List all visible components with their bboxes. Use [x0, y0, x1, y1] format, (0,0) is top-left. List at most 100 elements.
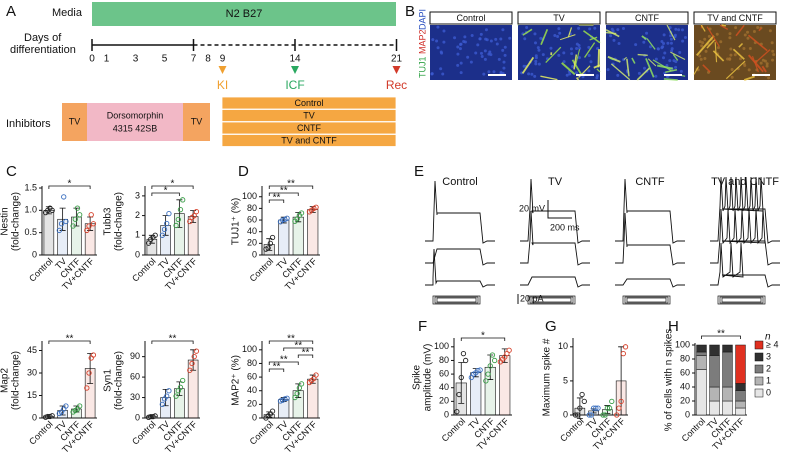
image-header: [517, 11, 601, 25]
day-label: 9: [220, 54, 226, 65]
data-point: [49, 413, 55, 419]
nucleus: [609, 34, 613, 38]
nucleus: [466, 55, 470, 59]
stacked-bar-segment: [696, 369, 707, 416]
data-point: [63, 403, 69, 409]
x-tick-label: Control: [558, 416, 586, 444]
legend-swatch: [754, 388, 764, 398]
y-tick-label: 60: [247, 371, 257, 381]
data-point: [298, 210, 305, 216]
y-tick-label: 10: [558, 341, 568, 351]
data-point: [159, 232, 165, 238]
significance-bracket: [151, 340, 194, 344]
nucleus: [508, 36, 512, 40]
nucleus: [525, 25, 529, 29]
nucleus: [556, 35, 560, 39]
nucleus: [503, 45, 507, 49]
data-point: [177, 207, 184, 213]
significance-label: **: [169, 334, 177, 345]
x-tick-label: Control: [130, 256, 158, 284]
y-tick-label: 15: [27, 390, 37, 400]
data-point: [180, 197, 186, 203]
stacked-bar-segment: [735, 383, 746, 391]
data-point: [173, 222, 179, 229]
neurite: [540, 29, 549, 45]
data-point: [588, 412, 595, 418]
nucleus: [562, 60, 566, 64]
legend-label: 1: [766, 375, 771, 385]
condition-label: Control: [294, 98, 323, 108]
data-point: [88, 212, 94, 218]
data-point: [294, 390, 300, 397]
stacked-bar-segment: [735, 400, 746, 409]
voltage-trace: [425, 248, 495, 266]
data-point: [177, 384, 184, 390]
neurite: [637, 53, 648, 56]
panel-label: G: [545, 318, 557, 335]
image-title: Control: [456, 13, 485, 23]
panel-label: A: [6, 3, 16, 20]
neurite: [666, 24, 676, 41]
nucleus: [677, 28, 681, 32]
nucleus: [703, 37, 707, 41]
nucleus: [439, 67, 443, 71]
bar: [470, 372, 482, 416]
trace-title: CNTF: [635, 176, 665, 188]
nucleus: [665, 63, 669, 67]
panel-label: H: [668, 318, 679, 335]
nucleus: [575, 47, 579, 51]
y-tick-label: 60: [439, 368, 449, 378]
nucleus: [771, 49, 775, 53]
nucleus: [459, 71, 463, 75]
y-tick-label: 90: [130, 351, 140, 361]
nucleus: [707, 34, 711, 38]
day-label: 3: [133, 54, 139, 65]
neurite: [626, 58, 630, 77]
stacked-bar-segment: [709, 400, 720, 416]
bar: [307, 209, 319, 256]
y-tick-label: 80: [680, 353, 690, 363]
neurite: [571, 59, 583, 76]
x-tick-label: Control: [130, 419, 158, 447]
y-axis-label: (fold-change): [11, 192, 22, 251]
y-axis-label: Maximum spike #: [542, 338, 553, 416]
nucleus: [748, 46, 752, 50]
panel-label: F: [418, 318, 427, 335]
nucleus: [716, 46, 720, 50]
data-point: [191, 212, 197, 219]
nucleus: [670, 49, 674, 53]
data-point: [175, 216, 181, 223]
trace-title: TV and CNTF: [711, 176, 779, 188]
neurite: [693, 66, 700, 75]
day-label: 1: [104, 54, 110, 65]
nucleus: [673, 33, 677, 37]
significance-label: **: [294, 341, 302, 352]
legend-label: 0: [766, 387, 771, 397]
stacked-bar-segment: [696, 344, 707, 353]
y-axis-label: Spike: [412, 365, 423, 390]
image-title: TV: [553, 13, 565, 23]
nucleus: [588, 27, 592, 31]
nucleus: [648, 45, 652, 49]
neurite: [645, 58, 655, 78]
voltage-trace: [615, 278, 685, 288]
data-point: [462, 357, 469, 364]
data-point: [593, 405, 599, 411]
error-bar: [190, 210, 197, 223]
data-point: [193, 348, 200, 354]
nucleus: [441, 72, 445, 76]
nucleus: [612, 38, 616, 42]
y-tick-label: 0: [563, 409, 568, 419]
y-tick-label: 80: [247, 203, 257, 213]
nucleus: [661, 56, 665, 60]
inhibitor: TV: [69, 116, 81, 126]
nucleus: [654, 57, 658, 61]
nucleus: [489, 53, 493, 57]
current-step: [717, 295, 766, 305]
x-tick-label: Control: [248, 419, 276, 447]
nucleus: [533, 32, 537, 36]
nucleus: [616, 28, 620, 32]
y-axis-label: (fold-change): [11, 351, 22, 410]
data-point: [282, 396, 288, 402]
